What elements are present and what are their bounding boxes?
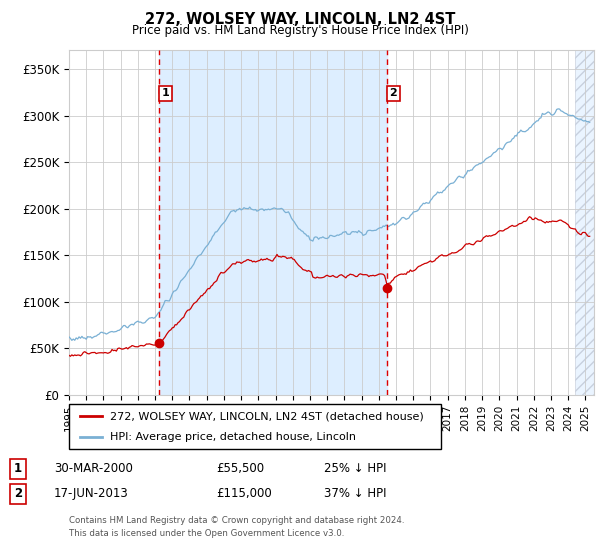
Text: 30-MAR-2000: 30-MAR-2000: [54, 462, 133, 475]
Text: This data is licensed under the Open Government Licence v3.0.: This data is licensed under the Open Gov…: [69, 529, 344, 538]
Text: 2: 2: [14, 487, 22, 501]
Bar: [159, 50, 387, 395]
Text: 272, WOLSEY WAY, LINCOLN, LN2 4ST (detached house): 272, WOLSEY WAY, LINCOLN, LN2 4ST (detac…: [110, 412, 424, 422]
Text: £55,500: £55,500: [216, 462, 264, 475]
Text: Price paid vs. HM Land Registry's House Price Index (HPI): Price paid vs. HM Land Registry's House …: [131, 24, 469, 36]
Text: HPI: Average price, detached house, Lincoln: HPI: Average price, detached house, Linc…: [110, 432, 356, 442]
Text: Contains HM Land Registry data © Crown copyright and database right 2024.: Contains HM Land Registry data © Crown c…: [69, 516, 404, 525]
Text: 272, WOLSEY WAY, LINCOLN, LN2 4ST: 272, WOLSEY WAY, LINCOLN, LN2 4ST: [145, 12, 455, 27]
Text: 1: 1: [14, 462, 22, 475]
Text: 25% ↓ HPI: 25% ↓ HPI: [324, 462, 386, 475]
FancyBboxPatch shape: [69, 404, 441, 449]
Text: 17-JUN-2013: 17-JUN-2013: [54, 487, 129, 501]
Text: 1: 1: [161, 88, 169, 99]
Text: 37% ↓ HPI: 37% ↓ HPI: [324, 487, 386, 501]
Text: £115,000: £115,000: [216, 487, 272, 501]
Text: 2: 2: [389, 88, 397, 99]
Bar: [575, 50, 594, 395]
